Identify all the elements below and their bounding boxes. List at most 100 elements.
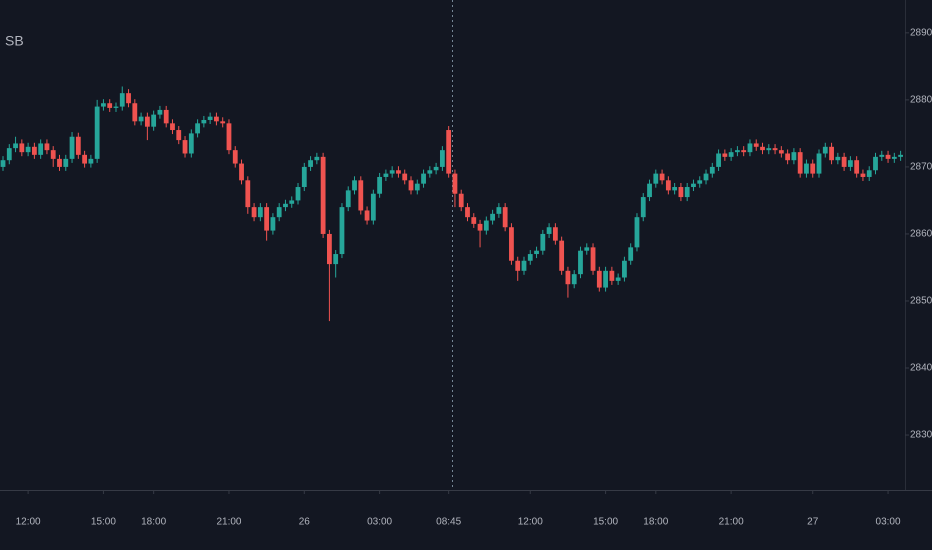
- candle-body: [25, 146, 31, 153]
- x-tick-label: 03:00: [367, 517, 392, 528]
- candle-body: [126, 93, 131, 104]
- candle-body: [421, 173, 426, 184]
- candle-body: [452, 173, 458, 194]
- y-tick-label: 28400: [910, 363, 932, 374]
- x-tick-label: 15:00: [593, 517, 618, 528]
- candle-body: [816, 153, 822, 174]
- candle-body: [308, 160, 313, 167]
- chart-title: SB: [5, 33, 24, 49]
- candle-body: [703, 173, 709, 181]
- candle-body: [358, 180, 364, 211]
- candle-body: [584, 247, 590, 251]
- candle-body: [414, 183, 420, 191]
- candle-body: [69, 136, 75, 159]
- candle-body: [571, 274, 577, 285]
- candle-body: [264, 207, 270, 231]
- candle-body: [659, 173, 665, 181]
- candle-body: [226, 123, 232, 151]
- candle-body: [835, 156, 841, 161]
- x-tick-label: 12:00: [16, 517, 41, 528]
- candle-body: [829, 146, 834, 161]
- candle-body: [697, 180, 703, 184]
- candle-body: [113, 106, 119, 108]
- candle-body: [239, 163, 244, 181]
- y-tick-label: 28700: [910, 162, 932, 173]
- candle-body: [465, 207, 470, 218]
- y-tick-label: 28500: [910, 296, 932, 307]
- x-tick-label: 18:00: [643, 517, 668, 528]
- candle-body: [176, 130, 182, 141]
- candle-body: [101, 103, 106, 107]
- candle-body: [778, 150, 784, 154]
- candle-body: [891, 156, 897, 159]
- candle-body: [439, 150, 445, 167]
- candle-body: [195, 123, 200, 134]
- candle-body: [647, 183, 652, 198]
- candle-body: [527, 254, 533, 261]
- candle-body: [251, 207, 257, 218]
- x-tick-label: 27: [807, 517, 819, 528]
- candle-body: [232, 150, 238, 164]
- candle-body: [772, 148, 778, 151]
- candle-body: [370, 193, 376, 221]
- candle-body: [345, 190, 351, 208]
- candle-body: [766, 148, 772, 151]
- candle-body: [50, 150, 56, 159]
- candle-body: [596, 270, 602, 288]
- candle-body: [220, 121, 226, 124]
- candle-body: [31, 146, 37, 155]
- candle-body: [446, 130, 452, 174]
- x-tick-label: 15:00: [91, 517, 116, 528]
- candle-body: [477, 223, 483, 231]
- candle-body: [804, 163, 809, 174]
- candle-body: [521, 260, 527, 271]
- candle-body: [753, 143, 759, 147]
- candle-body: [19, 143, 25, 153]
- candle-body: [515, 260, 521, 271]
- candle-body: [496, 207, 502, 214]
- candle-body: [854, 160, 860, 174]
- candle-body: [722, 153, 728, 157]
- candle-body: [797, 152, 803, 174]
- candle-body: [289, 200, 295, 204]
- candle-body: [339, 207, 345, 255]
- candle-body: [590, 247, 596, 271]
- candle-body: [276, 207, 282, 218]
- candle-body: [785, 153, 791, 161]
- candle-body: [603, 270, 608, 288]
- candle-body: [653, 173, 659, 184]
- candle-body: [94, 106, 100, 159]
- candle-body: [534, 250, 539, 255]
- candle-body: [408, 180, 414, 191]
- candle-body: [565, 270, 571, 285]
- y-tick-label: 28300: [910, 430, 932, 441]
- x-tick-label: 26: [299, 517, 311, 528]
- candle-body: [540, 233, 546, 251]
- candle-body: [760, 146, 765, 151]
- candle-body: [214, 116, 219, 122]
- candle-body: [866, 170, 872, 177]
- y-tick-label: 28900: [910, 27, 932, 38]
- candle-body: [427, 170, 433, 174]
- candle-body: [257, 207, 263, 218]
- candle-body: [144, 116, 150, 127]
- candle-body: [735, 150, 740, 153]
- candle-body: [615, 277, 621, 281]
- candle-body: [552, 227, 558, 241]
- candle-body: [88, 158, 94, 164]
- candle-body: [509, 227, 514, 261]
- candle-body: [665, 180, 671, 191]
- x-tick-label: 21:00: [719, 517, 744, 528]
- candle-body: [0, 160, 6, 167]
- candle-body: [471, 217, 477, 224]
- y-tick-label: 28600: [910, 229, 932, 240]
- candle-body: [879, 154, 885, 157]
- candle-body: [622, 260, 627, 278]
- candle-body: [747, 143, 753, 153]
- candle-body: [82, 154, 88, 164]
- candle-body: [490, 213, 496, 221]
- candle-body: [333, 254, 339, 265]
- candle-body: [6, 148, 12, 161]
- x-tick-label: 03:00: [876, 517, 901, 528]
